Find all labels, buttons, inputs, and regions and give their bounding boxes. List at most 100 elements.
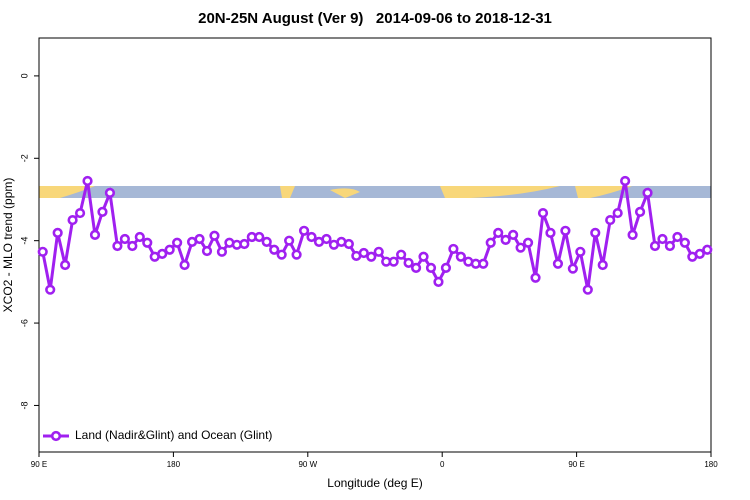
y-axis-label: XCO2 - MLO trend (ppm) [1, 178, 15, 313]
land-shape [330, 188, 360, 198]
data-point [194, 233, 205, 245]
data-point [597, 259, 608, 271]
data-point [119, 233, 130, 245]
data-point [358, 247, 369, 259]
land-shape [39, 186, 95, 198]
data-point [45, 284, 56, 295]
data-point [164, 244, 175, 255]
legend-label: Land (Nadir&Glint) and Ocean (Glint) [75, 428, 272, 442]
data-point [396, 249, 407, 260]
legend-marker [50, 430, 62, 442]
x-tick-label: 0 [440, 460, 445, 469]
data-point [590, 227, 601, 238]
data-point [291, 249, 302, 260]
data-point [702, 244, 713, 255]
data-point [60, 259, 71, 271]
data-point [530, 272, 541, 283]
data-point [582, 284, 593, 295]
data-point [127, 240, 138, 252]
data-point [74, 207, 86, 219]
data-point [642, 187, 653, 198]
data-point [493, 227, 504, 238]
data-point [306, 231, 317, 243]
data-point [172, 237, 183, 248]
data-point [403, 257, 414, 269]
data-point [366, 251, 377, 262]
data-point [89, 229, 101, 241]
y-tick-label: -6 [19, 319, 29, 327]
data-point [104, 187, 116, 198]
land-mask-band [39, 186, 711, 198]
data-point [537, 207, 549, 219]
chart-title: 20N-25N August (Ver 9) 2014-09-06 to 201… [198, 10, 552, 27]
data-point [694, 248, 705, 259]
data-point [37, 246, 48, 257]
data-point [216, 246, 228, 257]
data-point [97, 206, 108, 217]
x-tick-label: 90 W [298, 460, 317, 469]
data-point [261, 236, 272, 248]
data-point [627, 229, 638, 241]
data-point [343, 238, 354, 250]
data-point [448, 243, 459, 255]
y-tick-label: -4 [19, 237, 29, 245]
data-point [179, 259, 190, 271]
land-shape [280, 186, 295, 198]
data-point [254, 231, 265, 243]
data-point [276, 249, 287, 260]
plot-frame [38, 37, 712, 453]
data-point [545, 227, 556, 238]
y-tick-label: -8 [19, 401, 29, 409]
data-point [605, 214, 616, 226]
data-point [388, 256, 399, 267]
x-tick-label: 180 [704, 460, 718, 469]
data-point [567, 263, 578, 274]
data-point [515, 242, 526, 253]
data-point [201, 245, 213, 257]
data-point [433, 276, 444, 287]
data-point [209, 230, 220, 241]
data-point [672, 231, 683, 243]
x-tick-label: 180 [167, 460, 181, 469]
land-shape [575, 186, 632, 198]
data-point [522, 237, 534, 248]
data-point [560, 225, 571, 236]
data-point [552, 258, 564, 269]
data-point [418, 251, 429, 262]
data-point [373, 246, 384, 257]
data-point [157, 248, 168, 259]
x-tick-label: 90 E [31, 460, 47, 469]
data-point [664, 240, 676, 252]
data-point [82, 175, 93, 187]
data-point [575, 246, 586, 257]
data-point [612, 207, 623, 219]
data-point [142, 237, 153, 248]
y-tick-label: -2 [19, 154, 29, 162]
data-point [425, 262, 437, 273]
data-point [52, 227, 63, 238]
data-point [455, 251, 466, 262]
land-shape [440, 186, 560, 198]
y-tick-label: 0 [19, 73, 29, 78]
data-point [634, 206, 646, 217]
data-point [67, 214, 78, 226]
data-point [239, 238, 250, 250]
data-point [657, 233, 668, 245]
data-point [134, 231, 145, 243]
data-point [284, 235, 295, 246]
data-point [508, 229, 519, 241]
data-point [500, 234, 511, 245]
data-point [679, 237, 690, 248]
data-point [485, 237, 496, 248]
data-point [321, 233, 332, 245]
data-point [649, 240, 661, 252]
data-point [112, 240, 123, 252]
data-point [478, 258, 489, 269]
x-tick-label: 90 E [568, 460, 584, 469]
data-point [440, 262, 452, 273]
data-point [620, 175, 631, 187]
x-axis-label: Longitude (deg E) [327, 476, 422, 490]
data-point [269, 244, 280, 255]
data-point [410, 262, 422, 273]
